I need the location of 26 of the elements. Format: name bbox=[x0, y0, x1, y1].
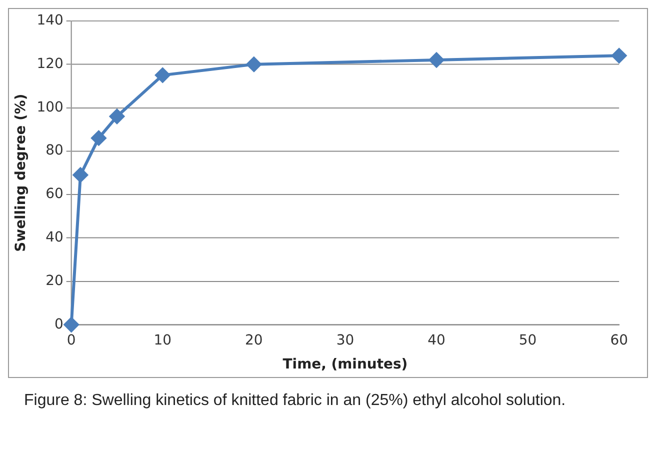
x-axis-title: Time, (minutes) bbox=[282, 356, 408, 372]
point bbox=[612, 48, 627, 64]
y-axis-title: Swelling degree (%) bbox=[12, 94, 29, 252]
caption: Figure 8: Swelling kinetics of knitted fabric in an (25%) ethyl alcohol solution. bbox=[24, 392, 567, 410]
x-tick-label: 30 bbox=[336, 332, 354, 349]
x-tick-label: 20 bbox=[245, 332, 263, 349]
point bbox=[64, 317, 79, 332]
x-tick-label: 40 bbox=[428, 332, 446, 349]
x-tick-label: 60 bbox=[610, 332, 628, 349]
point bbox=[246, 56, 262, 72]
y-tick-label: 100 bbox=[36, 99, 64, 116]
y-tick-label: 80 bbox=[46, 142, 64, 159]
x-tick-label: 0 bbox=[66, 332, 76, 349]
x-tick-label: 50 bbox=[518, 332, 537, 349]
y-tick-label: 0 bbox=[54, 316, 64, 332]
y-tick-label: 40 bbox=[46, 230, 64, 246]
point bbox=[91, 130, 106, 146]
point bbox=[429, 52, 444, 68]
point bbox=[72, 168, 88, 182]
y-tick-label: 120 bbox=[36, 56, 64, 72]
x-tick-label: 10 bbox=[154, 332, 172, 349]
point bbox=[155, 68, 170, 83]
y-tick-label: 20 bbox=[46, 272, 64, 289]
y-tick-label: 140 bbox=[36, 12, 64, 29]
point bbox=[109, 108, 124, 124]
y-tick-label: 60 bbox=[46, 186, 64, 202]
